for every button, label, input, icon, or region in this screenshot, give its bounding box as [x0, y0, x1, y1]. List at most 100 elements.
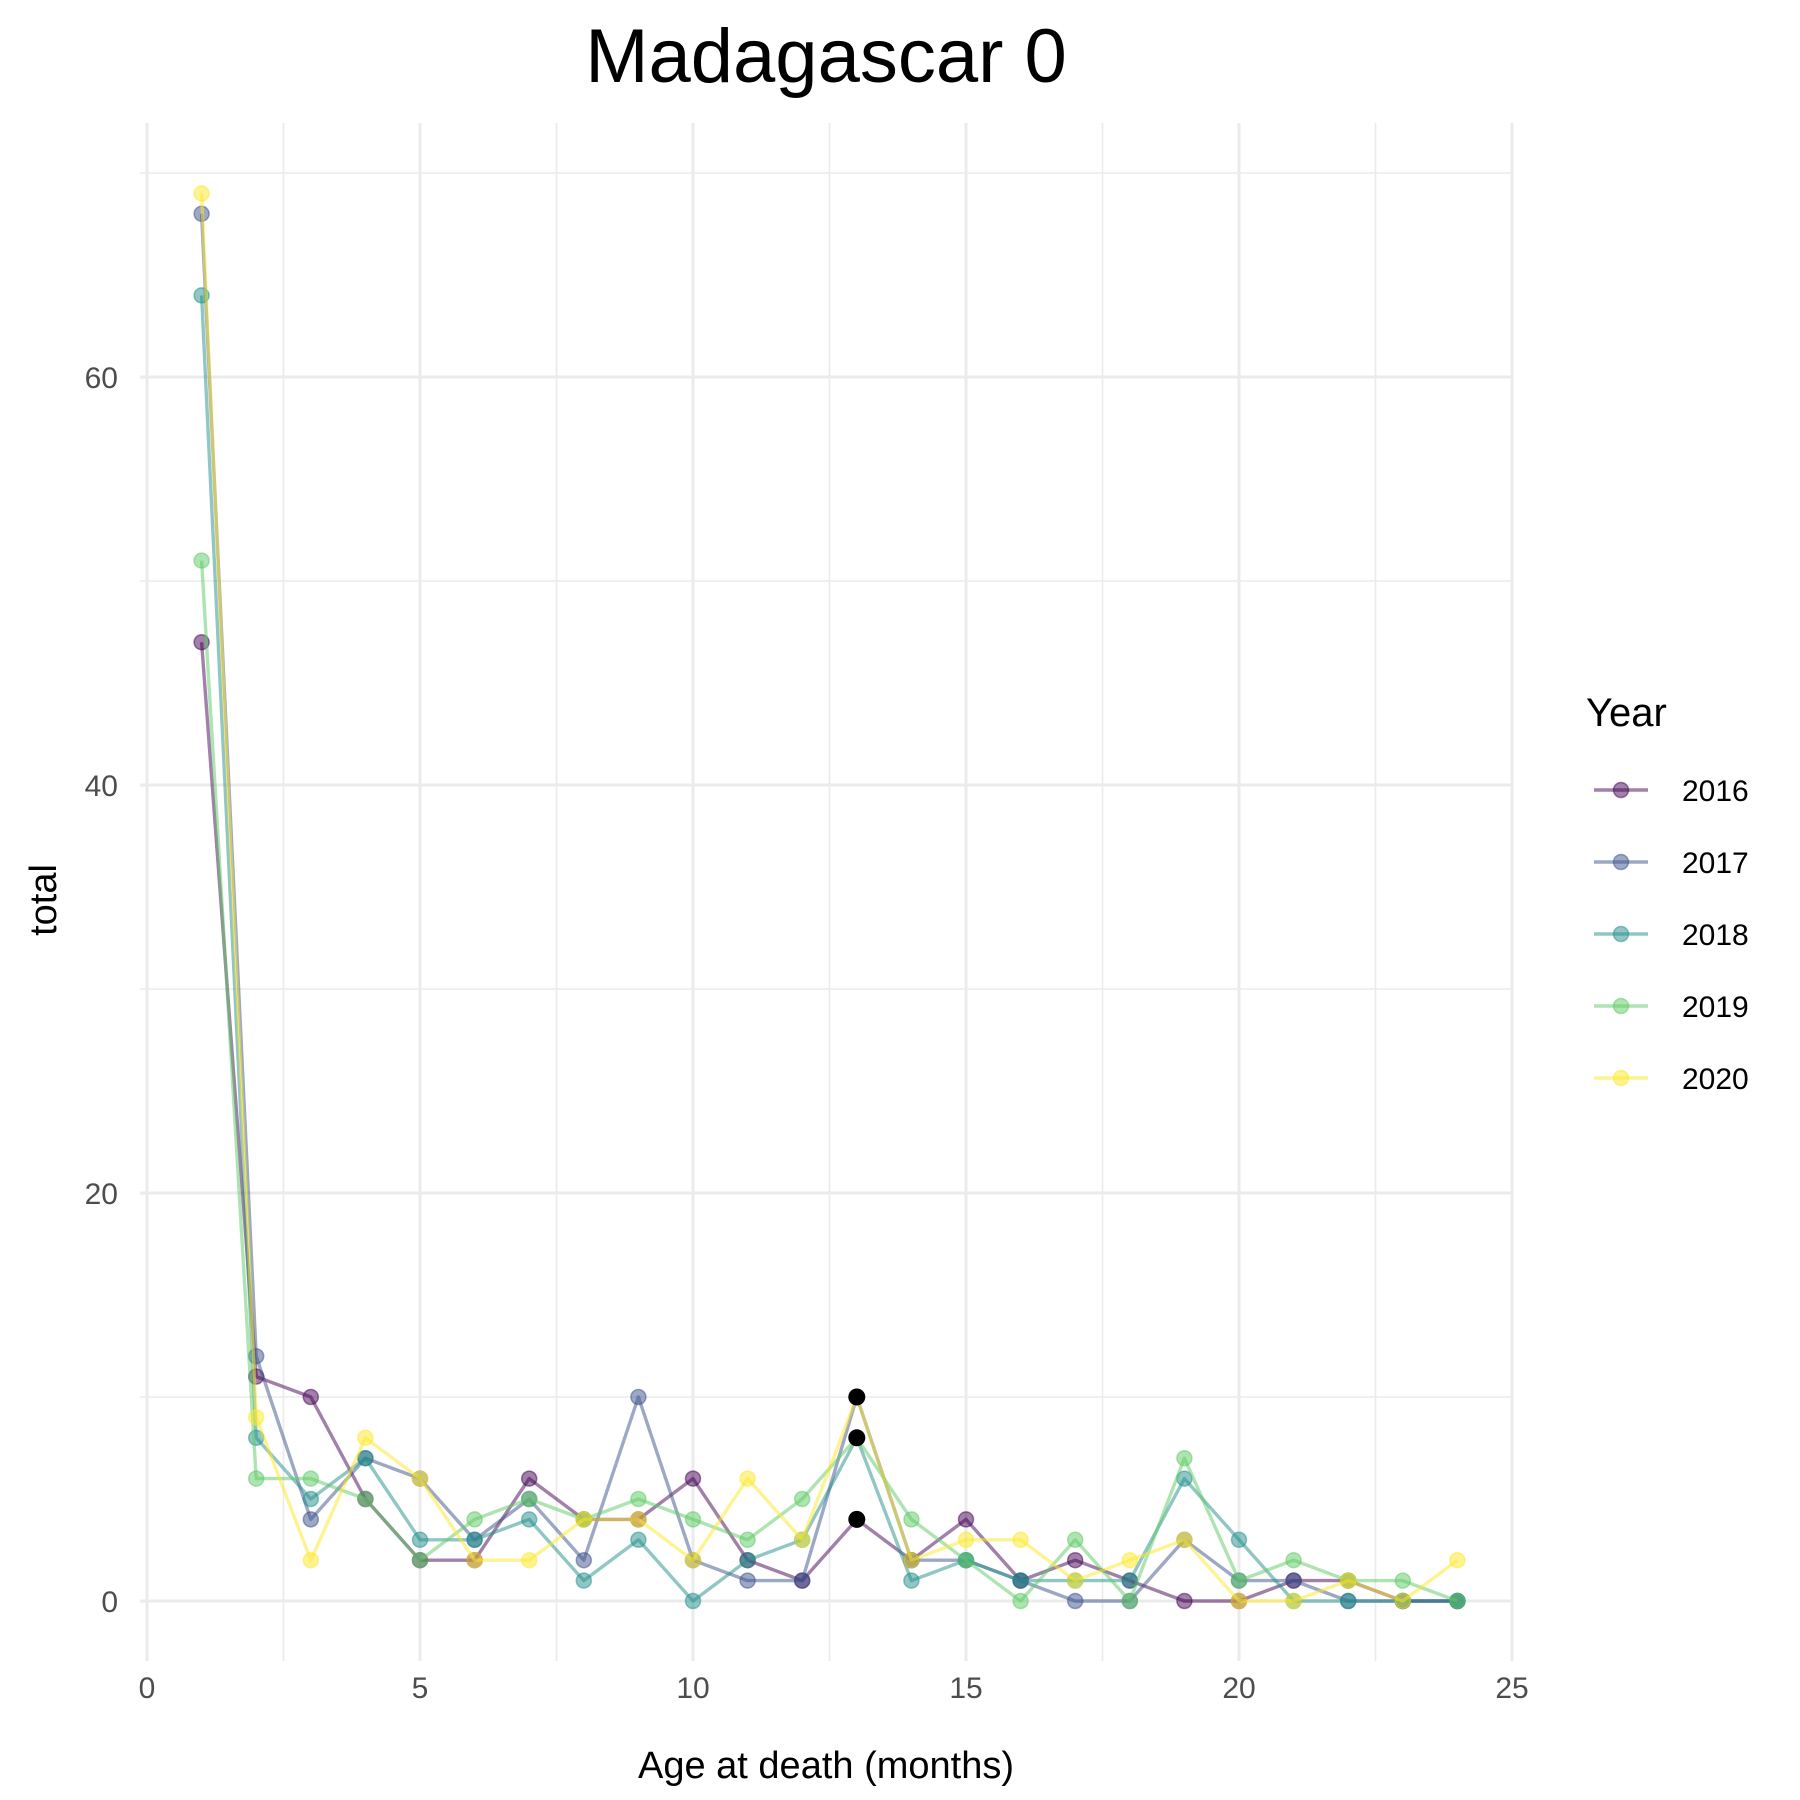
legend-label: 2019 — [1682, 991, 1749, 1024]
legend: Year 2016 2017 2018 2019 2020 — [1586, 691, 1749, 1096]
x-tick-label: 5 — [412, 1672, 429, 1705]
data-point-2020 — [1339, 1572, 1357, 1589]
data-point-2019 — [520, 1490, 538, 1508]
y-tick-label: 20 — [85, 1178, 118, 1211]
x-axis-title: Age at death (months) — [638, 1745, 1014, 1787]
x-tick-label: 10 — [676, 1672, 709, 1705]
x-tick-label: 20 — [1222, 1672, 1255, 1705]
legend-label: 2018 — [1682, 919, 1749, 952]
data-point-2019 — [411, 1551, 429, 1569]
y-axis-title: total — [23, 864, 65, 936]
data-point-2017 — [1285, 1572, 1302, 1589]
data-point-2020 — [739, 1470, 756, 1487]
data-point-2017 — [630, 1388, 647, 1406]
data-point-2019 — [302, 1470, 320, 1487]
y-tick-label: 0 — [101, 1586, 118, 1619]
series-line-2020 — [199, 193, 1459, 1603]
data-point-2018 — [903, 1572, 920, 1589]
data-point-2019 — [957, 1551, 975, 1569]
data-point-2019 — [903, 1511, 920, 1528]
data-point-2018 — [575, 1572, 593, 1589]
data-point-2020 — [1449, 1551, 1466, 1569]
highlighted-point — [848, 1429, 866, 1447]
data-point-2018 — [302, 1490, 320, 1508]
data-point-2019 — [1066, 1531, 1084, 1549]
data-point-2020 — [684, 1551, 702, 1569]
legend-item-2020: 2020 — [1594, 1063, 1749, 1096]
x-tick-label: 25 — [1495, 1672, 1528, 1705]
data-point-2017 — [575, 1551, 593, 1569]
data-point-2018 — [411, 1531, 429, 1549]
legend-key-point — [1612, 781, 1630, 799]
data-point-2017 — [302, 1511, 320, 1528]
data-point-2016 — [1066, 1551, 1084, 1569]
data-point-2020 — [1394, 1592, 1412, 1610]
data-point-2020 — [520, 1551, 538, 1569]
data-point-2019 — [793, 1490, 811, 1508]
legend-item-2019: 2019 — [1594, 991, 1749, 1024]
highlighted-point — [848, 1510, 866, 1528]
data-point-2020 — [1176, 1531, 1193, 1549]
data-point-2019 — [630, 1490, 647, 1508]
legend-label: 2016 — [1682, 775, 1749, 808]
highlighted-point — [848, 1388, 866, 1406]
data-point-2016 — [520, 1470, 538, 1487]
data-point-2019 — [247, 1470, 265, 1487]
data-point-2020 — [1285, 1592, 1302, 1610]
legend-title: Year — [1586, 691, 1667, 735]
y-axis-ticks: 0 20 40 60 — [85, 362, 118, 1619]
y-tick-label: 60 — [85, 362, 118, 395]
data-point-2019 — [1230, 1572, 1248, 1589]
data-point-2019 — [466, 1511, 483, 1528]
series-line-2018 — [199, 295, 1458, 1603]
data-point-2020 — [1121, 1551, 1139, 1569]
data-point-2019 — [357, 1490, 374, 1508]
x-axis-ticks: 0 5 10 15 20 25 — [139, 1672, 1529, 1705]
data-point-2018 — [466, 1531, 483, 1549]
legend-item-2017: 2017 — [1594, 847, 1749, 880]
data-point-2018 — [630, 1531, 647, 1549]
legend-item-2016: 2016 — [1594, 775, 1749, 808]
data-point-2020 — [630, 1511, 647, 1528]
data-point-2018 — [520, 1511, 538, 1528]
data-point-2016 — [684, 1470, 702, 1487]
data-point-2020 — [1230, 1592, 1248, 1610]
data-point-2019 — [1176, 1449, 1193, 1467]
data-point-2019 — [193, 552, 210, 569]
legend-key-point — [1612, 997, 1630, 1015]
chart-title: Madagascar 0 — [585, 14, 1067, 99]
x-tick-label: 0 — [139, 1672, 156, 1705]
data-point-2018 — [739, 1551, 756, 1569]
data-point-2020 — [247, 1409, 265, 1426]
data-point-2020 — [1012, 1531, 1029, 1549]
series-2020 — [193, 185, 1466, 1610]
grid — [140, 123, 1514, 1661]
highlight-layer — [848, 1388, 866, 1528]
data-point-2018 — [1012, 1572, 1029, 1589]
legend-label: 2020 — [1682, 1063, 1749, 1096]
legend-key-point — [1612, 925, 1630, 943]
data-point-2020 — [302, 1551, 320, 1569]
data-point-2020 — [357, 1429, 374, 1447]
data-point-2019 — [1285, 1551, 1302, 1569]
data-point-2020 — [193, 185, 210, 202]
data-point-2019 — [1012, 1592, 1029, 1610]
data-point-2018 — [684, 1592, 702, 1610]
series-layer — [193, 185, 1466, 1610]
legend-key-point — [1612, 853, 1630, 871]
data-point-2017 — [739, 1572, 756, 1589]
data-point-2020 — [575, 1511, 593, 1528]
data-point-2020 — [957, 1531, 975, 1549]
data-point-2016 — [302, 1388, 320, 1406]
data-point-2019 — [1394, 1572, 1412, 1589]
data-point-2019 — [739, 1531, 756, 1549]
data-point-2019 — [1449, 1592, 1466, 1610]
data-point-2020 — [1066, 1572, 1084, 1589]
data-point-2018 — [1230, 1531, 1248, 1549]
data-point-2019 — [684, 1511, 702, 1528]
data-point-2018 — [1339, 1592, 1357, 1610]
data-point-2017 — [793, 1572, 811, 1589]
legend-label: 2017 — [1682, 847, 1749, 880]
data-point-2016 — [1176, 1592, 1193, 1610]
legend-key-point — [1612, 1069, 1630, 1087]
